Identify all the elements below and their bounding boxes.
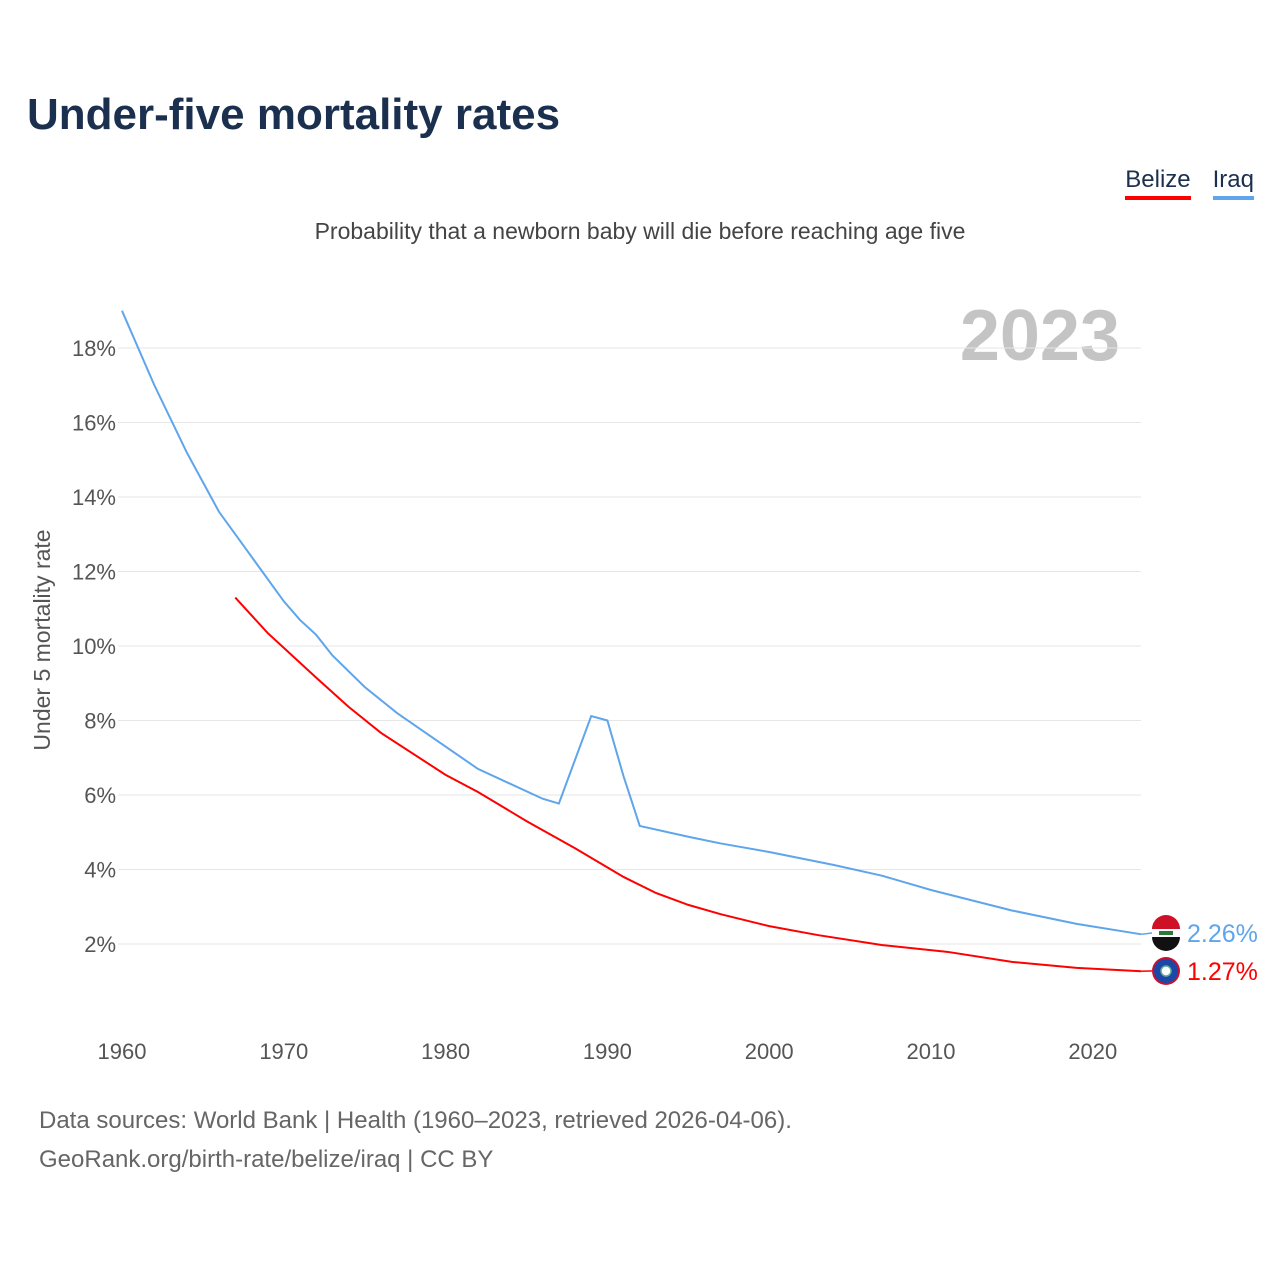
end-value-belize: 1.27% bbox=[1187, 958, 1258, 986]
y-tick-label: 4% bbox=[84, 858, 116, 883]
year-label: 2023 bbox=[960, 296, 1120, 376]
y-tick-label: 18% bbox=[72, 336, 116, 361]
series-line-belize bbox=[234, 596, 1142, 973]
x-tick-label: 1990 bbox=[583, 1039, 632, 1064]
x-tick-label: 1980 bbox=[421, 1039, 470, 1064]
chart-subtitle: Probability that a newborn baby will die… bbox=[314, 218, 966, 244]
series-line-iraq bbox=[121, 310, 1142, 936]
y-tick-label: 16% bbox=[72, 411, 116, 436]
x-tick-label: 2010 bbox=[907, 1039, 956, 1064]
x-tick-label: 1960 bbox=[98, 1039, 147, 1064]
legend: Belize Iraq bbox=[1125, 166, 1254, 200]
flag-emblem bbox=[1160, 965, 1172, 977]
x-tick-label: 2020 bbox=[1068, 1039, 1117, 1064]
flag-emblem bbox=[1159, 931, 1173, 935]
footer-sources: Data sources: World Bank | Health (1960–… bbox=[39, 1107, 792, 1134]
y-tick-label: 8% bbox=[84, 709, 116, 734]
x-tick-label: 1970 bbox=[259, 1039, 308, 1064]
y-tick-label: 2% bbox=[84, 932, 116, 957]
flag-stripe bbox=[1152, 937, 1180, 951]
chart-title: Under-five mortality rates bbox=[27, 90, 561, 139]
legend-belize[interactable]: Belize bbox=[1125, 166, 1191, 200]
footer-link[interactable]: GeoRank.org/birth-rate/belize/iraq | CC … bbox=[39, 1146, 494, 1173]
x-tick-label: 2000 bbox=[745, 1039, 794, 1064]
y-tick-label: 14% bbox=[72, 485, 116, 510]
legend-iraq[interactable]: Iraq bbox=[1212, 166, 1254, 200]
y-tick-label: 6% bbox=[84, 783, 116, 808]
end-connector bbox=[1141, 932, 1153, 936]
flag-stripe bbox=[1152, 915, 1180, 929]
y-tick-label: 12% bbox=[72, 560, 116, 585]
y-tick-label: 10% bbox=[72, 634, 116, 659]
end-value-iraq: 2.26% bbox=[1187, 920, 1258, 948]
y-axis-label: Under 5 mortality rate bbox=[29, 529, 55, 750]
